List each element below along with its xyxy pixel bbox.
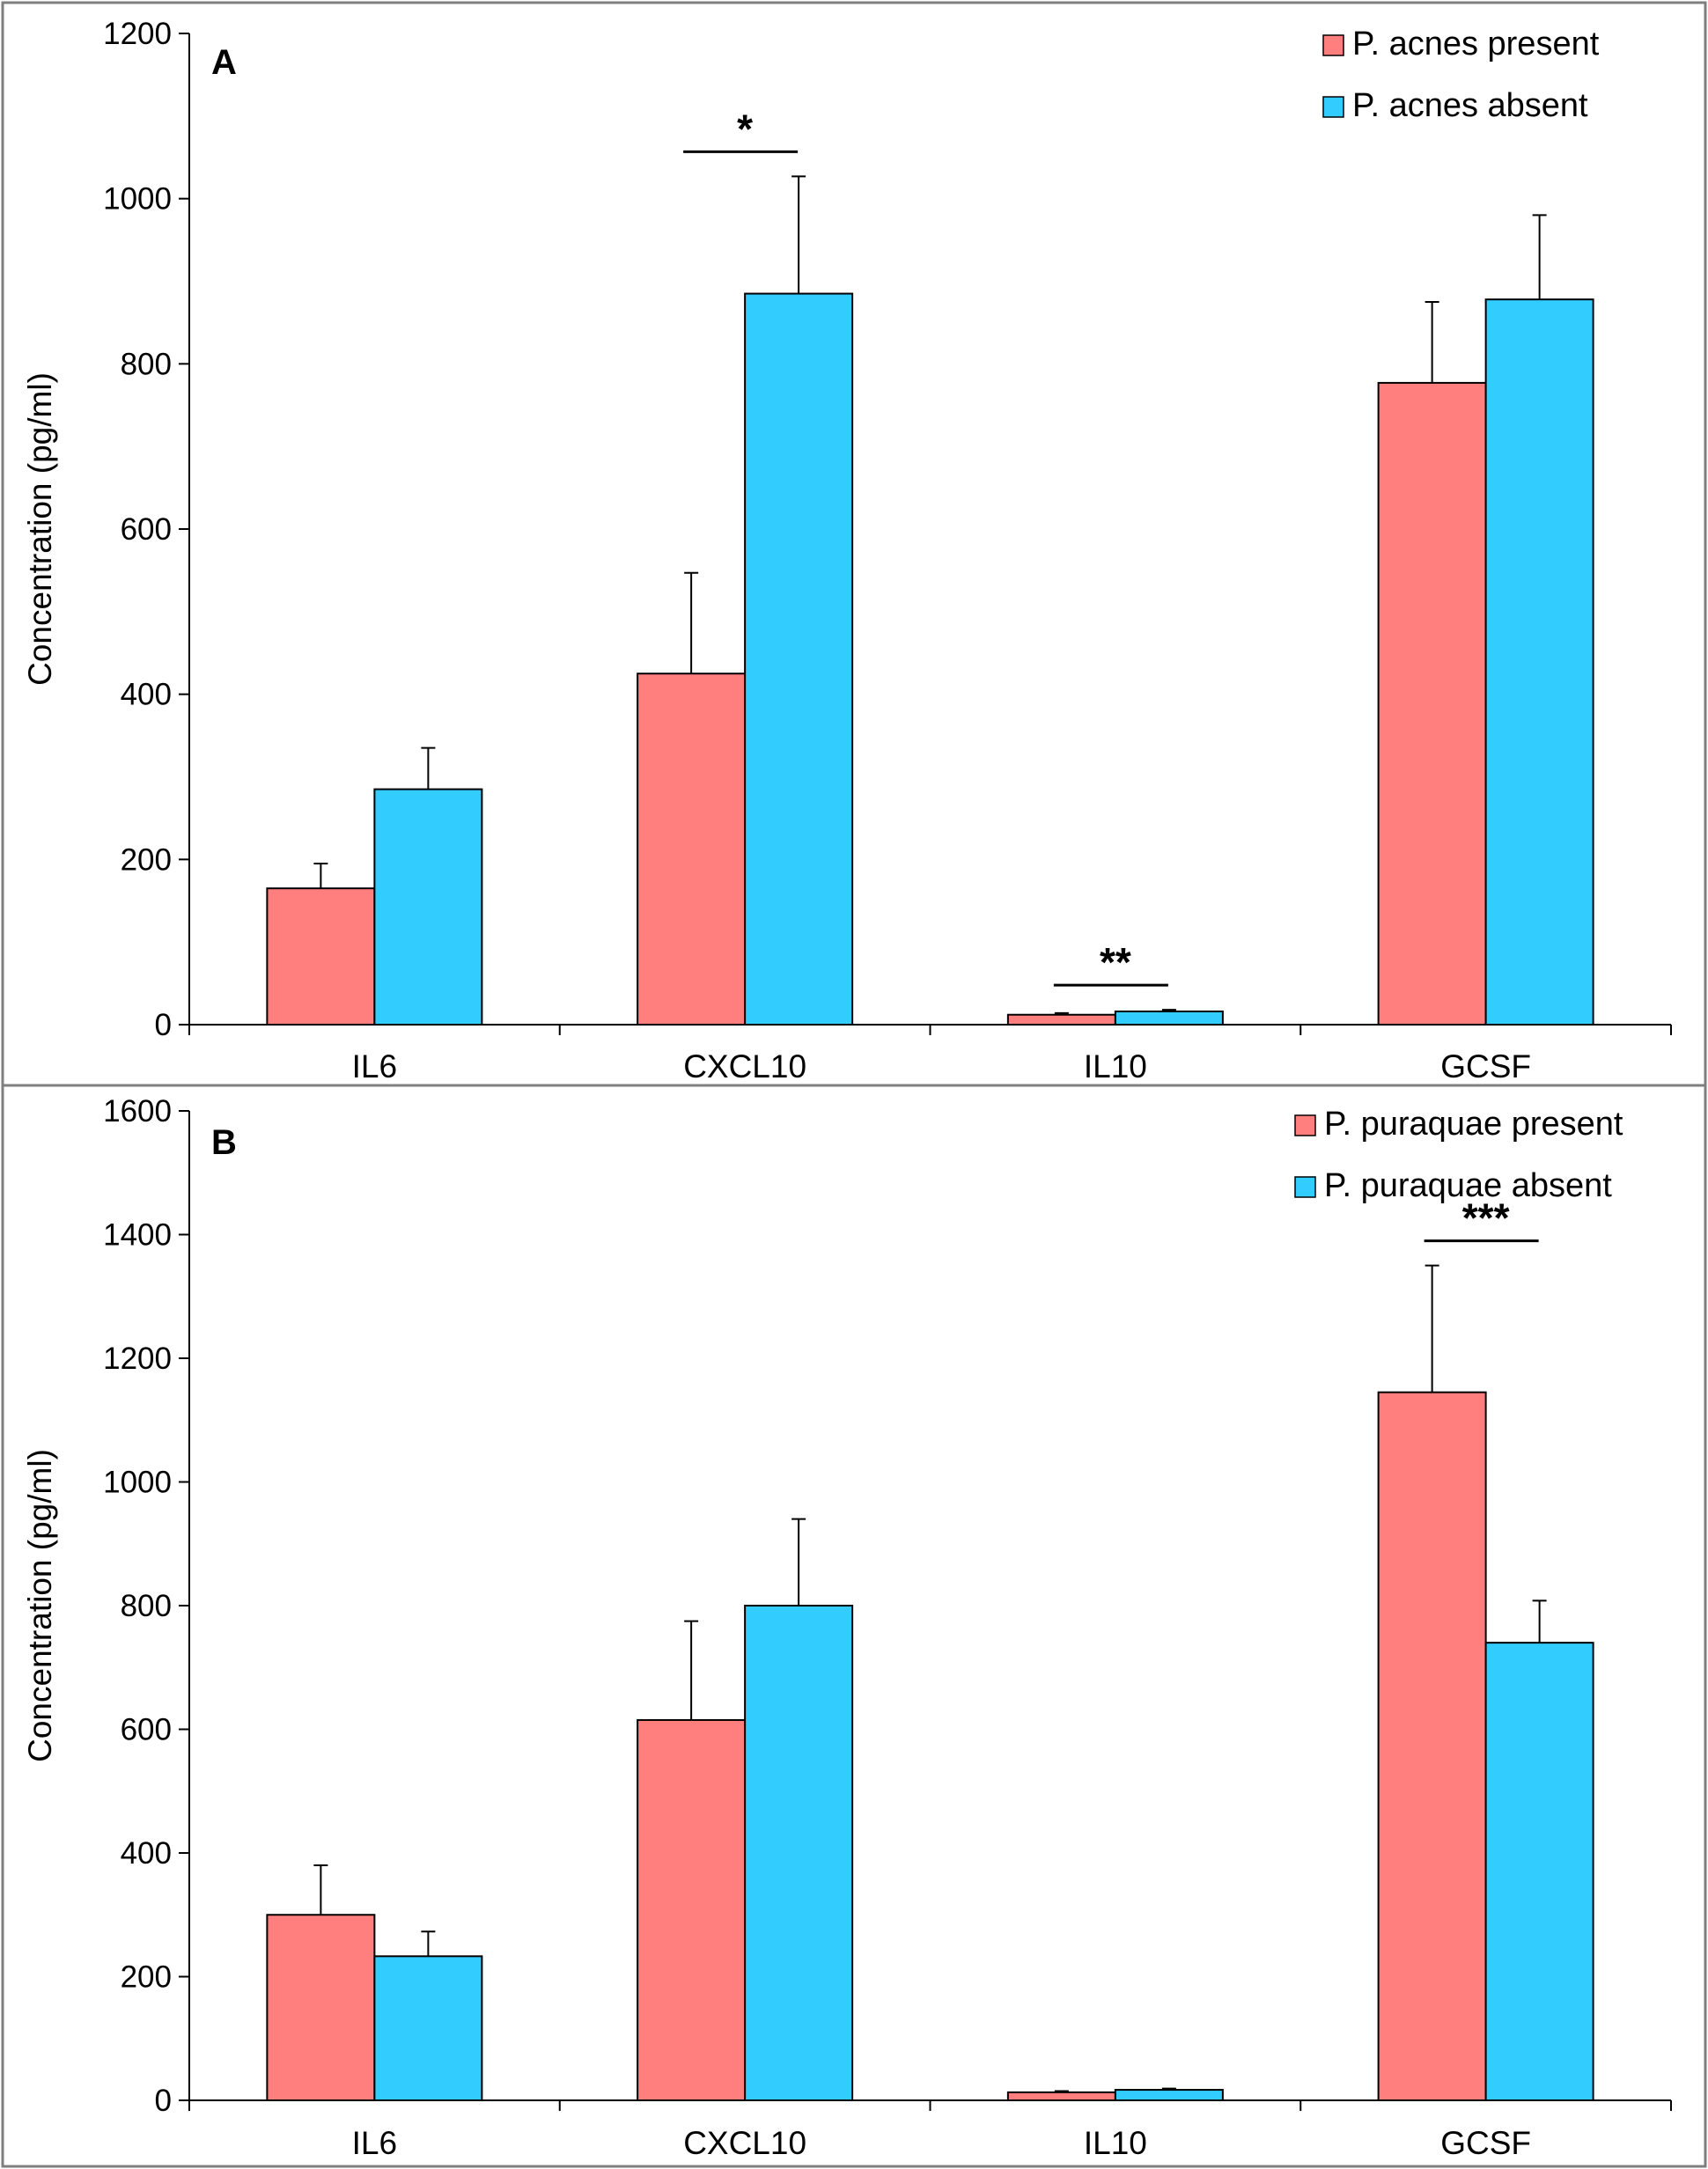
x-category-label: GCSF [1440,2125,1531,2161]
bar-present [637,1718,747,2102]
panel-b-frame [1,1084,1707,2168]
bar-absent [744,292,854,1026]
y-tick-label: 0 [155,2084,172,2118]
y-axis-title: Concentration (pg/ml) [22,372,58,686]
y-tick-label: 1200 [103,1342,172,1376]
x-category-label: CXCL10 [683,2125,806,2161]
y-tick-label: 800 [121,1589,172,1623]
bar-present [1006,1013,1116,1026]
bar-present [266,887,376,1026]
y-tick-label: 600 [121,1713,172,1747]
bar-present [1377,1391,1487,2101]
significance-label: ** [1100,939,1131,985]
significance-label: * [737,106,753,151]
y-tick-label: 800 [121,347,172,381]
x-category-label: IL10 [1084,2125,1147,2161]
x-category-label: IL6 [352,2125,397,2161]
y-tick-label: 1600 [103,1094,172,1129]
bar-present [1377,381,1487,1026]
y-tick-label: 400 [121,1836,172,1871]
y-tick-label: 1000 [103,1466,172,1500]
panel-letter: B [211,1123,237,1162]
legend-label: P. puraquae present [1324,1106,1623,1143]
panel-letter: A [211,43,237,82]
y-tick-label: 0 [155,1008,172,1042]
legend-swatch-present [1294,1114,1316,1136]
legend-label: P. puraquae absent [1324,1167,1612,1204]
x-category-label: GCSF [1440,1048,1531,1084]
x-category-label: IL6 [352,1048,397,1084]
y-tick-label: 1400 [103,1218,172,1253]
bar-absent [744,1605,854,2101]
y-tick-label: 600 [121,512,172,547]
panel-a-chart: 0 200 400 600 800 1000 1200 Concentration (pg/m… [22,17,1672,1084]
legend-label: P. acnes absent [1352,87,1588,124]
x-category-label: CXCL10 [683,1048,806,1084]
bar-absent [1114,1010,1224,1026]
y-tick-label: 400 [121,678,172,712]
legend-swatch-absent [1294,1176,1316,1198]
x-category-label: IL10 [1084,1048,1147,1084]
y-tick-label: 1200 [103,17,172,51]
bar-present [637,673,747,1026]
panel-b-chart: 0 200 400 600 800 1000 1200 1400 1600 Concentrati… [22,1094,1672,2161]
y-tick-label: 200 [121,842,172,877]
y-tick-label: 200 [121,1960,172,1995]
bar-present [266,1914,376,2101]
legend-swatch-absent [1322,96,1344,118]
bar-absent [1484,298,1594,1026]
bar-absent [373,788,483,1026]
bar-absent [1484,1642,1594,2101]
y-axis-title: Concentration (pg/ml) [22,1449,58,1762]
bar-present [1006,2091,1116,2101]
significance-label: *** [1462,1195,1510,1241]
bar-absent [1114,2089,1224,2102]
legend-label: P. acnes present [1352,26,1600,62]
legend-swatch-present [1322,34,1344,56]
y-tick-label: 1000 [103,182,172,217]
bar-absent [373,1955,483,2101]
